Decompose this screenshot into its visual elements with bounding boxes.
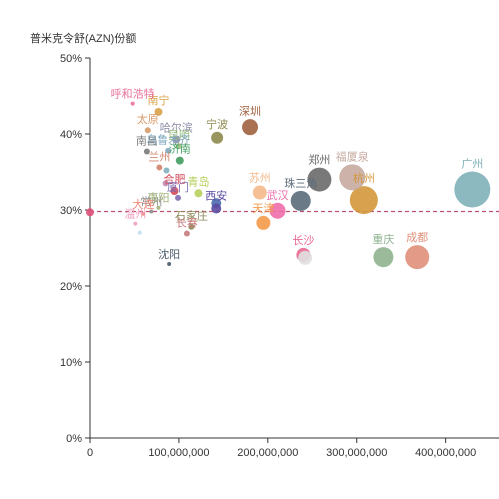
bubble (165, 147, 172, 154)
bubble-label: 长沙 (292, 234, 314, 247)
bubble (141, 211, 146, 216)
bubble (167, 261, 172, 266)
bubble (154, 107, 163, 116)
bubble (405, 245, 430, 270)
bubble (373, 247, 394, 268)
bubble-label: 温州 (124, 208, 146, 221)
axes: 0% 10% 20% 30% 40% 50% 0 100,000,000 200,000,000… (60, 53, 499, 459)
bubble-label: 武汉 (267, 189, 289, 202)
bubble (454, 171, 491, 208)
y-tick-label: 30% (60, 205, 82, 217)
bubble-label: 常州 (140, 196, 162, 209)
bubble (298, 250, 313, 265)
bubble-label: 天津 (252, 202, 274, 215)
bubble (307, 167, 332, 192)
bubble (162, 180, 169, 187)
bubble (188, 223, 195, 230)
bubble-label: 兰州 (148, 150, 170, 163)
bubble-label: 沈阳 (158, 247, 180, 261)
bubble (339, 164, 366, 191)
bubble-label: 杭州 (353, 171, 375, 185)
y-tick-label: 0% (66, 433, 82, 445)
bubbles-group (86, 101, 491, 270)
bubble-label: 石家庄 (175, 209, 208, 223)
x-tick-label: 200,000,000 (237, 447, 298, 459)
bubble (170, 187, 179, 195)
bubble-label: 南宁 (147, 93, 169, 107)
bubble-label: 长春 (176, 217, 198, 230)
labels-group: 广州杭州 福厦泉郑州成都 珠三角重庆 深圳武汉 苏州天津长沙 宁波西安 南宁哈尔滨济南合肥青… (111, 87, 484, 261)
bubble-label: 青岛 (187, 174, 209, 188)
bubble-label: 南昌 (136, 134, 158, 147)
bubble-label: 深圳 (239, 105, 261, 118)
x-tick-label: 100,000,000 (148, 447, 209, 459)
bubble (211, 131, 224, 144)
bubble (172, 135, 181, 144)
bubble-label: 济南 (169, 142, 191, 156)
bubble-label: 苏州 (249, 172, 271, 185)
bubble-label: 太原 (137, 113, 159, 126)
bubble (194, 189, 203, 198)
x-tick-label: 300,000,000 (326, 447, 387, 459)
bubble (143, 148, 150, 155)
bubble (163, 167, 170, 174)
bubble (290, 190, 311, 211)
y-tick-label: 50% (60, 53, 82, 65)
bubble-label: 成都 (406, 231, 428, 244)
bubble-label: 乌鲁木齐 (146, 133, 190, 147)
bubble-label: 广州 (461, 157, 483, 170)
bubble-label: 福厦泉 (336, 149, 369, 163)
bubble-label: 惠阳 (147, 191, 169, 205)
bubble (175, 194, 182, 201)
bubble (175, 143, 182, 150)
y-tick-label: 20% (60, 281, 82, 293)
y-axis-title: 普米克令舒(AZN)份额 (30, 31, 136, 45)
x-tick-label: 400,000,000 (415, 447, 476, 459)
x-tick-label: 0 (87, 447, 93, 459)
y-tick-label: 40% (60, 129, 82, 141)
bubble-label: 合肥 (163, 172, 185, 186)
bubble (156, 164, 163, 171)
bubble (269, 202, 286, 219)
bubble-label: 宁波 (206, 117, 228, 131)
bubble-label: 厦门 (167, 180, 189, 194)
bubble-label: 呼和浩特 (111, 87, 155, 101)
bubble (175, 156, 184, 165)
bubble (137, 230, 142, 235)
bubble (252, 185, 267, 200)
bubble (256, 215, 271, 230)
bubble (130, 101, 135, 106)
bubble (149, 209, 154, 214)
bubble-label: 重庆 (372, 232, 394, 246)
bubble-label: 大连 (132, 197, 154, 211)
bubble (242, 119, 259, 136)
bubble (211, 203, 222, 214)
bubble-label: 珠三角 (284, 176, 317, 190)
bubble-label: 郑州 (308, 153, 330, 167)
bubble (133, 221, 138, 226)
bubble-label: 哈尔滨 (160, 120, 193, 134)
bubble-label: 西安 (205, 188, 227, 202)
bubble (183, 230, 190, 237)
bubble (349, 186, 378, 215)
y-tick-label: 10% (60, 357, 82, 369)
bubble-label: 昆明 (168, 129, 190, 142)
bubble (144, 127, 151, 134)
bubble (156, 205, 161, 210)
bubble (86, 208, 94, 217)
